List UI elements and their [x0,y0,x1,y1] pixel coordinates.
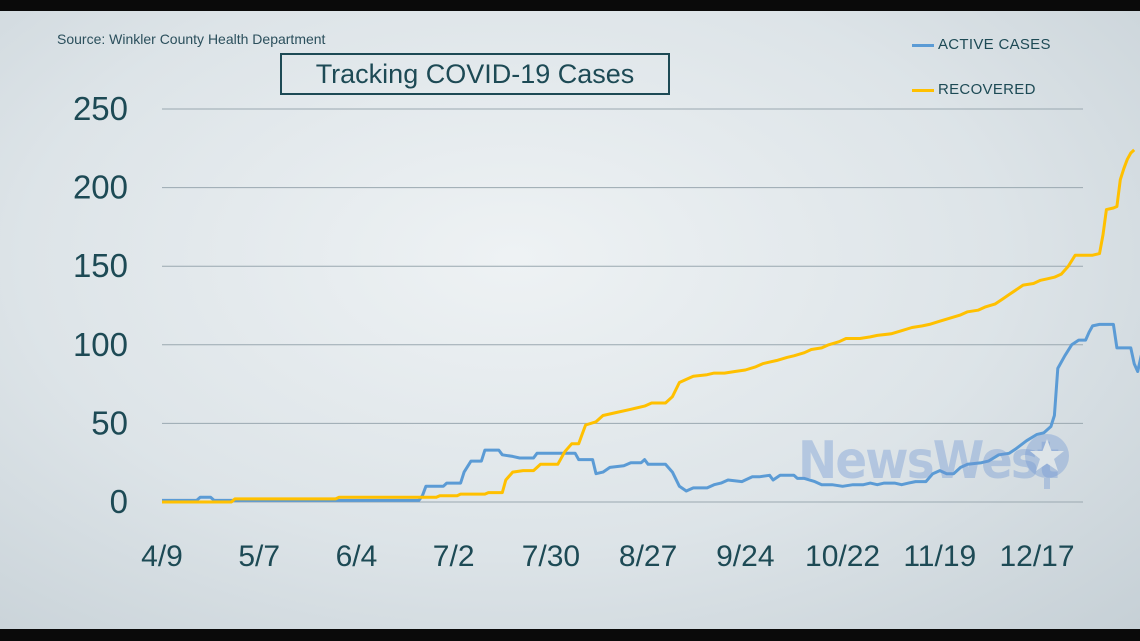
x-tick-label: 12/17 [999,540,1074,573]
legend-swatch-active [912,43,934,47]
legend-swatch-recovered [912,88,934,92]
newswest-star-icon [1025,434,1069,489]
x-tick-label: 11/19 [903,540,976,573]
line-chart: 0 50 100 150 200 250 4/9 5/7 6/4 7/2 7/30 8/27 9/24 1… [73,90,1140,573]
series-line-active-cases [162,322,1140,502]
legend-active-cases: ACTIVE CASES [912,36,1051,53]
y-tick-label: 100 [73,326,128,363]
y-tick-label: 0 [110,483,128,520]
y-tick-label: 250 [73,90,128,127]
x-tick-label: 10/22 [805,540,880,573]
series-line-recovered [162,148,1136,504]
x-tick-label: 7/30 [522,540,580,573]
chart-frame: 0 50 100 150 200 250 4/9 5/7 6/4 7/2 7/30 8/27 9/24 1… [0,11,1140,629]
x-tick-label: 5/7 [238,540,280,573]
y-tick-label: 50 [91,404,128,441]
x-tick-label: 9/24 [716,540,774,573]
x-tick-label: 4/9 [141,540,183,573]
x-tick-label: 8/27 [619,540,677,573]
y-tick-label: 200 [73,169,128,206]
chart-title: Tracking COVID-19 Cases [280,53,670,95]
newswest-watermark: NewsWest [798,431,1059,491]
legend-recovered: RECOVERED [912,81,1036,98]
legend-label-active: ACTIVE CASES [938,36,1051,53]
x-tick-label: 7/2 [433,540,475,573]
y-tick-label: 150 [73,247,128,284]
source-note: Source: Winkler County Health Department [57,31,326,47]
x-tick-label: 6/4 [336,540,378,573]
legend-label-recovered: RECOVERED [938,81,1036,98]
